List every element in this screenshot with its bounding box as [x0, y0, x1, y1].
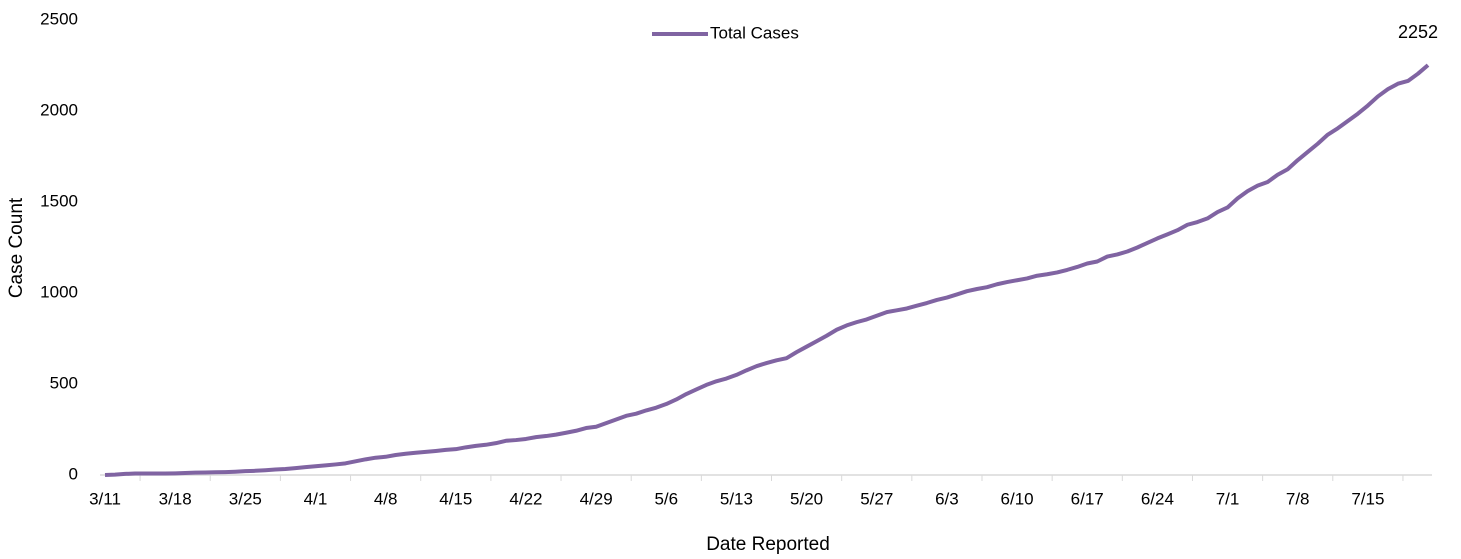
legend-label: Total Cases — [710, 23, 799, 42]
x-tick-label: 5/6 — [654, 489, 678, 508]
x-tick-label: 6/17 — [1071, 489, 1104, 508]
x-tick-label: 3/25 — [229, 489, 262, 508]
x-tick-label: 4/15 — [439, 489, 472, 508]
x-tick-label: 7/15 — [1351, 489, 1384, 508]
y-tick-label: 0 — [69, 464, 78, 483]
x-tick-label: 4/1 — [304, 489, 328, 508]
x-tick-label: 4/8 — [374, 489, 398, 508]
x-tick-label: 4/29 — [580, 489, 613, 508]
x-tick-label: 3/18 — [159, 489, 192, 508]
x-tick-label: 3/11 — [89, 489, 121, 508]
y-axis-title: Case Count — [6, 197, 27, 298]
data-label: 2252 — [1398, 22, 1438, 42]
y-tick-label: 1500 — [40, 191, 78, 210]
x-tick-label: 7/8 — [1286, 489, 1310, 508]
x-axis-title: Date Reported — [706, 534, 830, 555]
y-tick-label: 2500 — [40, 9, 78, 28]
y-tick-label: 500 — [50, 373, 78, 392]
x-tick-label: 7/1 — [1216, 489, 1240, 508]
x-tick-label: 5/27 — [860, 489, 893, 508]
y-tick-label: 2000 — [40, 100, 78, 119]
y-tick-label: 1000 — [40, 282, 78, 301]
x-tick-label: 4/22 — [509, 489, 542, 508]
x-tick-label: 6/3 — [935, 489, 959, 508]
x-tick-label: 5/13 — [720, 489, 753, 508]
x-tick-label: 5/20 — [790, 489, 823, 508]
x-tick-label: 6/24 — [1141, 489, 1174, 508]
x-tick-label: 6/10 — [1001, 489, 1034, 508]
line-series — [104, 63, 1430, 477]
